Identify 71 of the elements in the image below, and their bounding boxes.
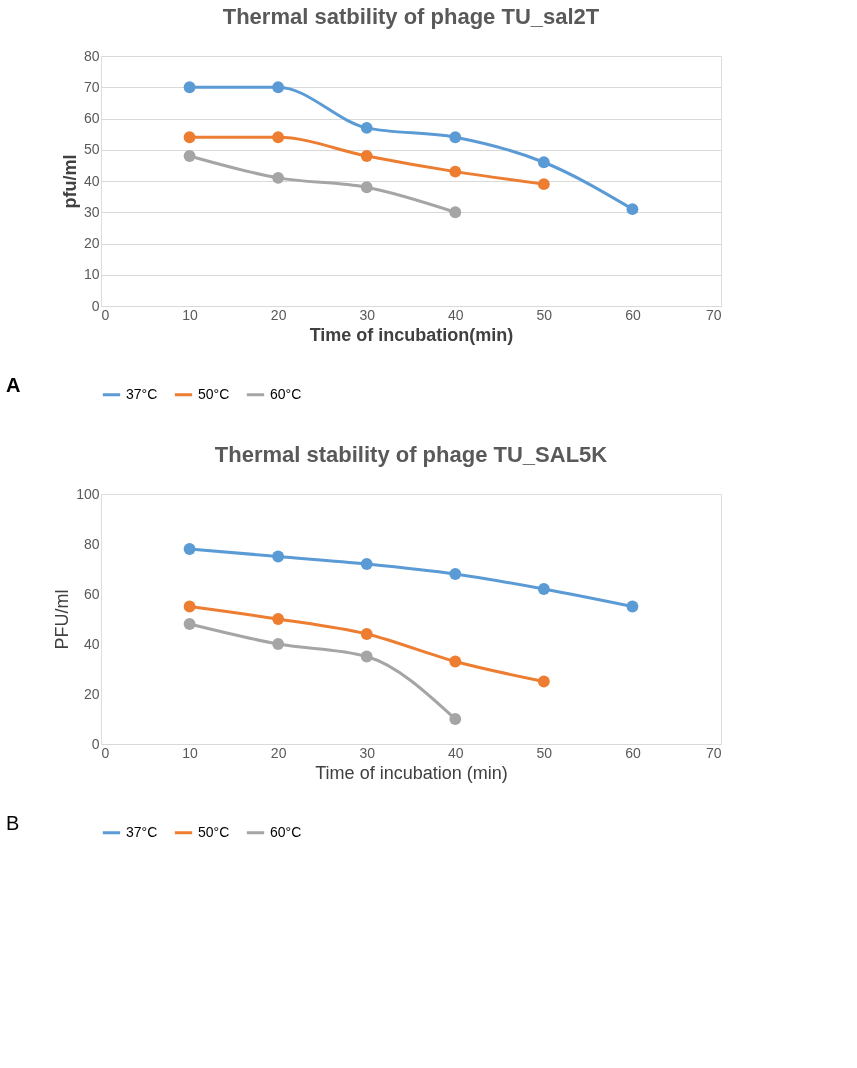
point	[360, 558, 373, 570]
x-tick-label: 20	[270, 744, 287, 761]
point	[360, 121, 373, 134]
point	[537, 178, 550, 191]
point	[272, 613, 285, 625]
x-axis-title: Time of incubation(min)	[309, 324, 514, 345]
point	[183, 131, 196, 144]
x-tick-label: 10	[182, 744, 199, 761]
point	[360, 628, 373, 640]
legend-label: 50°C	[198, 823, 230, 840]
point	[626, 203, 639, 216]
legend-label: 50°C	[198, 385, 230, 402]
point	[537, 156, 550, 169]
y-tick-label: 70	[83, 78, 100, 95]
point	[449, 655, 462, 668]
point	[360, 181, 373, 194]
x-tick-label: 20	[270, 306, 287, 323]
point	[449, 206, 462, 219]
legend-label: 37°C	[126, 823, 158, 840]
point	[626, 600, 639, 613]
point	[360, 650, 373, 663]
y-tick-label: 20	[83, 685, 100, 702]
x-tick-label: 10	[182, 306, 199, 323]
x-tick-label: 60	[625, 744, 641, 761]
point	[449, 165, 462, 178]
point	[360, 150, 373, 162]
x-tick-label: 30	[359, 744, 376, 761]
point	[183, 81, 196, 94]
chart-title: Thermal stability of phage TU_SAL5K	[214, 442, 608, 467]
x-tick-label: 60	[625, 306, 641, 323]
point	[272, 550, 285, 563]
legend-label: 60°C	[270, 823, 302, 840]
y-tick-label: 40	[83, 172, 100, 189]
y-tick-label: 30	[83, 203, 100, 220]
point	[272, 171, 285, 184]
legend-label: 60°C	[270, 385, 302, 402]
point	[272, 638, 285, 650]
x-tick-label: 70	[705, 744, 722, 761]
y-axis-title: pfu/ml	[59, 154, 80, 209]
point	[449, 713, 462, 725]
point	[183, 618, 196, 630]
x-tick-label: 50	[536, 744, 553, 761]
x-tick-label: 40	[448, 744, 464, 761]
y-tick-label: 80	[83, 535, 100, 552]
point	[183, 543, 196, 555]
point	[272, 81, 285, 94]
point	[537, 583, 550, 595]
text: B	[6, 812, 20, 834]
x-axis-title: Time of incubation (min)	[315, 762, 508, 783]
x-tick-label: 40	[448, 306, 464, 323]
point	[449, 131, 462, 144]
x-tick-label: 50	[536, 306, 553, 323]
y-tick-label: 60	[83, 110, 100, 126]
y-tick-label: 80	[83, 47, 100, 64]
point	[449, 568, 462, 580]
y-tick-label: 60	[83, 585, 100, 602]
x-tick-label: 30	[359, 306, 376, 323]
y-tick-label: 40	[83, 635, 100, 652]
chart-title: Thermal satbility of phage TU_sal2T	[222, 4, 600, 29]
legend-label: 37°C	[126, 385, 158, 402]
y-tick-label: 100	[76, 485, 100, 502]
text: A	[6, 374, 21, 396]
y-tick-label: 20	[83, 235, 100, 251]
x-tick-label: 70	[705, 306, 722, 323]
y-tick-label: 10	[83, 266, 100, 283]
point	[183, 150, 196, 162]
y-tick-label: 50	[83, 141, 100, 158]
point	[183, 600, 196, 613]
point	[537, 675, 550, 688]
point	[272, 131, 285, 144]
y-axis-title: PFU/ml	[52, 589, 73, 650]
